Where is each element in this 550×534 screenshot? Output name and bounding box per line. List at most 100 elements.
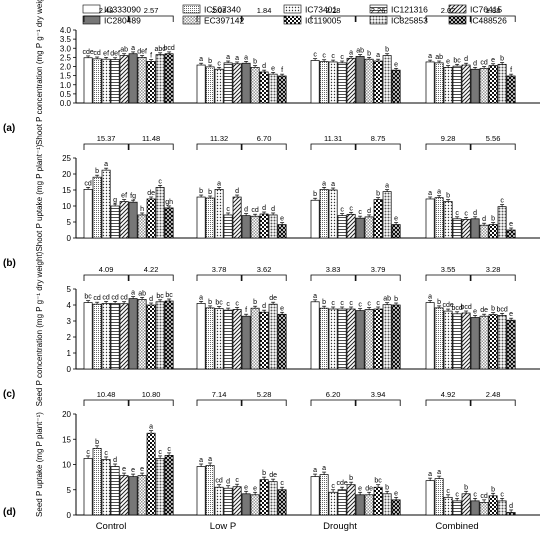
significance-letter: d <box>149 296 153 303</box>
comparison-bracket <box>425 399 471 406</box>
bar <box>434 478 444 516</box>
significance-letter: c <box>235 477 239 484</box>
bar <box>128 53 138 104</box>
bar <box>268 303 278 370</box>
bar <box>425 198 435 239</box>
significance-letter: a <box>385 183 389 190</box>
comparison-bracket <box>310 274 356 281</box>
significance-letter: d <box>473 60 477 67</box>
significance-letter: cd <box>93 50 101 57</box>
significance-letter: b <box>446 193 450 200</box>
bracket-mean-label: 5.28 <box>257 390 272 399</box>
significance-letter: a <box>149 424 153 431</box>
significance-letter: cd <box>84 180 92 187</box>
bar <box>497 500 507 516</box>
bar <box>479 224 489 239</box>
significance-letter: f <box>150 53 152 60</box>
bar <box>355 217 365 239</box>
significance-letter: de <box>480 307 488 314</box>
y-tick-label: 3 <box>67 317 72 326</box>
bar <box>223 487 233 516</box>
bracket-mean-label: 8.75 <box>371 134 386 143</box>
bar <box>470 218 480 239</box>
bar <box>83 57 93 104</box>
bar <box>346 308 356 370</box>
significance-letter: b <box>367 50 371 57</box>
bar <box>277 75 287 104</box>
significance-letter: c <box>280 480 284 487</box>
legend-entry: IC507340 <box>204 5 241 15</box>
panel-label: (d) <box>3 507 16 518</box>
bar <box>241 315 251 370</box>
legend-swatch <box>283 4 302 14</box>
significance-letter: a <box>322 180 326 187</box>
y-tick-label: 4 <box>67 301 72 310</box>
legend-swatch <box>369 15 388 25</box>
significance-letter: c <box>167 446 171 453</box>
significance-letter: c <box>340 300 344 307</box>
legend-entry: IC280489 <box>104 16 141 26</box>
significance-letter: b <box>376 191 380 198</box>
significance-letter: b <box>349 475 353 482</box>
bar <box>101 58 111 104</box>
significance-letter: a <box>244 54 248 61</box>
y-tick-label: 0.5 <box>60 90 72 99</box>
significance-letter: c <box>226 301 230 308</box>
significance-letter: bc <box>453 57 461 64</box>
bracket-mean-label: 3.94 <box>371 390 386 399</box>
comparison-bracket <box>470 274 516 281</box>
significance-letter: de <box>147 190 155 197</box>
significance-letter: e <box>509 311 513 318</box>
significance-letter: c <box>104 450 108 457</box>
significance-letter: c <box>500 198 504 205</box>
legend-entry: IC333090 <box>104 5 141 15</box>
significance-letter: ab <box>435 54 443 61</box>
bar <box>328 61 338 104</box>
legend-swatch <box>82 4 101 14</box>
comparison-bracket <box>128 399 174 406</box>
bar <box>164 53 174 104</box>
significance-letter: a <box>235 55 239 62</box>
bar <box>214 486 224 516</box>
bar <box>310 301 320 370</box>
bar <box>119 55 129 104</box>
bar <box>382 304 392 370</box>
bar <box>364 58 374 104</box>
y-tick-label: 20 <box>62 170 71 179</box>
bar <box>259 71 269 104</box>
significance-letter: d <box>509 503 513 510</box>
bar <box>223 62 233 104</box>
significance-letter: abc <box>154 46 166 53</box>
bar <box>232 196 242 239</box>
bar <box>328 308 338 370</box>
significance-letter: a <box>131 45 135 52</box>
bar <box>434 307 444 370</box>
y-tick-label: 2 <box>67 333 72 342</box>
significance-letter: cd <box>120 295 128 302</box>
legend-entry: EC397142 <box>204 16 244 26</box>
significance-letter: a <box>199 294 203 301</box>
legend-swatch <box>182 15 201 25</box>
bracket-mean-label: 11.31 <box>324 134 342 143</box>
comparison-bracket <box>83 274 129 281</box>
significance-letter: cde <box>82 49 93 56</box>
significance-letter: d <box>226 479 230 486</box>
bar <box>214 308 224 370</box>
comparison-bracket <box>196 399 242 406</box>
bar <box>101 459 111 516</box>
y-tick-label: 1.0 <box>60 81 72 90</box>
significance-letter: c <box>235 300 239 307</box>
x-category-label: Drought <box>323 521 357 532</box>
significance-letter: b <box>385 47 389 54</box>
bracket-mean-label: 1.84 <box>257 6 272 15</box>
bar <box>223 214 233 239</box>
y-tick-label: 4.0 <box>60 26 72 35</box>
bracket-mean-label: 3.55 <box>441 265 456 274</box>
y-tick-label: 5 <box>67 285 72 294</box>
bar <box>83 189 93 239</box>
bar <box>259 311 269 370</box>
legend-entry: IC488526 <box>470 16 507 26</box>
significance-letter: cd <box>480 493 488 500</box>
bar <box>146 432 156 516</box>
significance-letter: c <box>349 300 353 307</box>
